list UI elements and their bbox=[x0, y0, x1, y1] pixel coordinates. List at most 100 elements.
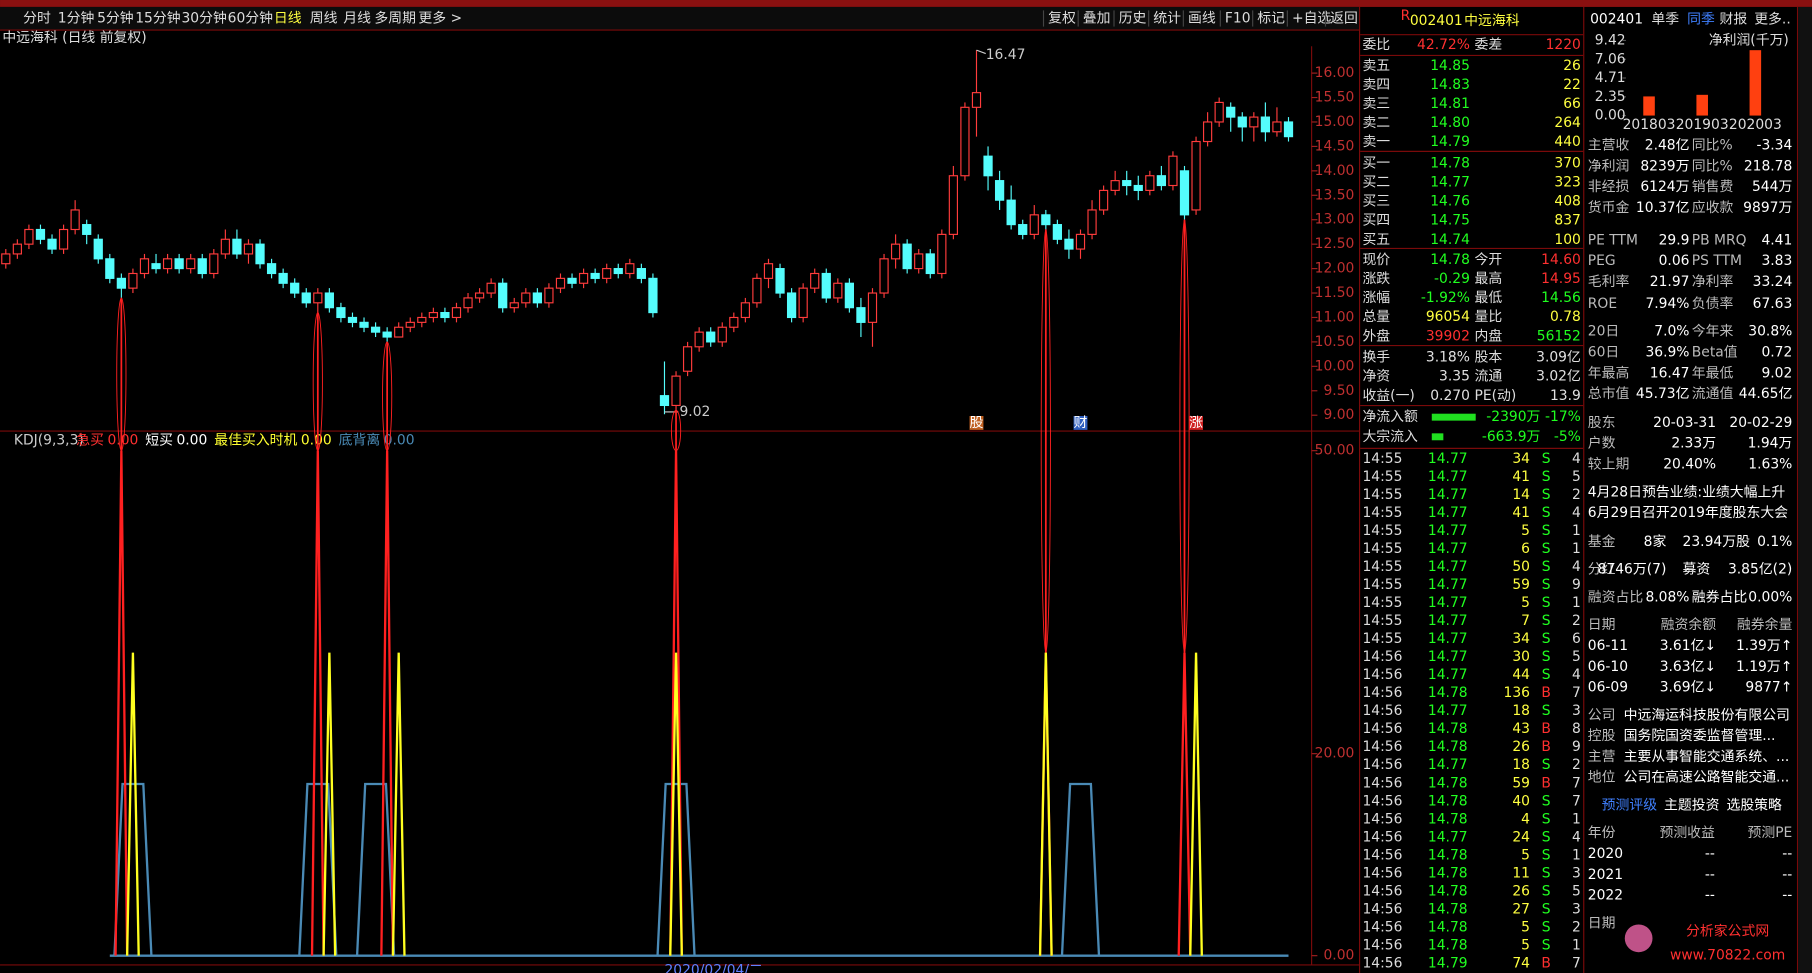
cursor-date: 2020/02/04/二 bbox=[664, 963, 763, 973]
candle-body bbox=[509, 302, 519, 309]
fin-label: PE TTM bbox=[1588, 232, 1638, 248]
candle-body bbox=[174, 258, 184, 270]
event-label[interactable]: 财 bbox=[1074, 415, 1088, 431]
fin-label: PEG bbox=[1588, 253, 1616, 269]
trade-side: S bbox=[1542, 919, 1551, 935]
book-price: 14.76 bbox=[1430, 194, 1470, 210]
trade-side: S bbox=[1542, 883, 1551, 899]
trade-side: B bbox=[1541, 685, 1551, 701]
toolbar-button[interactable]: 月线 bbox=[343, 10, 371, 26]
fin-link[interactable]: 预测评级 bbox=[1602, 797, 1658, 813]
event-badge[interactable] bbox=[969, 416, 984, 430]
y-tick-label: 9.00 bbox=[1324, 407, 1355, 423]
toolbar-button[interactable]: 30分钟 bbox=[181, 9, 226, 26]
fin-tab[interactable]: 同季 bbox=[1687, 12, 1715, 28]
candle-body bbox=[555, 277, 566, 289]
candle-body bbox=[428, 312, 438, 319]
kdj-header-value: 0.00 bbox=[107, 432, 138, 448]
holder-value: 1.63% bbox=[1748, 457, 1792, 473]
flow-bar bbox=[1431, 413, 1476, 421]
toolbar-button[interactable]: 历史 bbox=[1119, 10, 1147, 26]
fin-label: 应收款 bbox=[1692, 199, 1734, 216]
book-label: 卖五 bbox=[1362, 58, 1390, 74]
candle-body bbox=[1156, 175, 1167, 187]
kdj-header-value: 0.00 bbox=[176, 432, 207, 448]
q-value: 14.78 bbox=[1430, 252, 1470, 268]
toolbar-button[interactable]: 统计 bbox=[1153, 10, 1181, 26]
margin-cell: 06-09 bbox=[1588, 680, 1628, 696]
q-label: 涨幅 bbox=[1362, 290, 1390, 306]
candle-body bbox=[890, 243, 901, 260]
candle-body bbox=[706, 331, 716, 343]
trade-volume: 5 bbox=[1521, 937, 1530, 953]
toolbar-button[interactable]: 周线 bbox=[310, 10, 338, 26]
trade-time: 14:56 bbox=[1362, 775, 1402, 791]
fin-label: 净利率 bbox=[1692, 273, 1734, 290]
toolbar-button[interactable]: 日线 bbox=[274, 10, 302, 26]
candle-body bbox=[1122, 180, 1132, 187]
forecast-cell: 预测PE bbox=[1747, 825, 1792, 841]
candle-body bbox=[1214, 101, 1224, 123]
trade-count: 6 bbox=[1572, 631, 1581, 647]
toolbar-button[interactable]: 1分钟 bbox=[58, 9, 95, 26]
fin-value: 44.65亿 bbox=[1739, 386, 1793, 402]
fin-tab[interactable]: 单季 bbox=[1651, 12, 1679, 28]
q-value: 3.18% bbox=[1426, 350, 1470, 366]
y-tick-label: 9.50 bbox=[1324, 383, 1355, 399]
trade-time: 14:56 bbox=[1362, 883, 1402, 899]
trade-time: 14:56 bbox=[1362, 685, 1402, 701]
y-tick-label: 50.00 bbox=[1315, 443, 1355, 459]
event-label[interactable]: 涨 bbox=[1189, 415, 1203, 431]
fin-label: 融资占比 bbox=[1588, 589, 1644, 605]
toolbar-button[interactable]: 多周期 bbox=[374, 9, 416, 26]
toolbar-button[interactable]: 5分钟 bbox=[97, 9, 134, 26]
fin-tab[interactable]: 更多.. bbox=[1754, 11, 1791, 28]
trade-volume: 11 bbox=[1512, 865, 1530, 881]
company-label: 地位 bbox=[1588, 770, 1616, 786]
q-label: 流通 bbox=[1475, 369, 1503, 385]
fin-tab[interactable]: 财报 bbox=[1720, 12, 1748, 28]
book-price: 14.80 bbox=[1430, 115, 1470, 131]
book-volume: 22 bbox=[1563, 77, 1581, 93]
trade-count: 2 bbox=[1572, 613, 1581, 629]
q-label: 委比 bbox=[1362, 37, 1390, 53]
candle-body bbox=[1041, 214, 1051, 226]
trade-time: 14:56 bbox=[1362, 919, 1402, 935]
trade-volume: 34 bbox=[1512, 631, 1530, 647]
event-badge[interactable] bbox=[1073, 416, 1088, 430]
toolbar-button[interactable]: F10 bbox=[1225, 10, 1251, 26]
toolbar-button[interactable]: 分时 bbox=[23, 10, 51, 26]
event-label[interactable]: 股 bbox=[970, 415, 984, 431]
toolbar-button[interactable]: 叠加 bbox=[1083, 10, 1111, 26]
low-label: 9.02 bbox=[680, 404, 711, 420]
fin-value: 9897万 bbox=[1743, 200, 1792, 216]
q-value: 14.60 bbox=[1541, 252, 1581, 268]
trade-time: 14:56 bbox=[1362, 937, 1402, 953]
q-value: -1.92% bbox=[1421, 290, 1470, 306]
toolbar-button[interactable]: 标记 bbox=[1257, 10, 1285, 26]
candle-body bbox=[24, 228, 34, 245]
bar bbox=[1749, 50, 1762, 116]
toolbar-button[interactable]: 更多 > bbox=[418, 9, 462, 26]
candle-body bbox=[347, 316, 358, 323]
toolbar-button[interactable]: 返回 bbox=[1330, 10, 1358, 26]
kdj-header-name: 短买 bbox=[145, 432, 173, 448]
candle-body bbox=[70, 209, 80, 231]
toolbar-button[interactable]: 画线 bbox=[1188, 10, 1216, 26]
book-label: 卖三 bbox=[1362, 96, 1390, 112]
toolbar-button[interactable]: 15分钟 bbox=[135, 9, 180, 26]
y-tick-label: 9.42 bbox=[1595, 32, 1626, 48]
candle-body bbox=[1168, 155, 1178, 187]
toolbar-button[interactable]: 60分钟 bbox=[228, 9, 273, 26]
toolbar-button[interactable]: 复权 bbox=[1048, 9, 1076, 26]
company-value: 中远海运科技股份有限公司 bbox=[1624, 707, 1790, 723]
fin-link[interactable]: 选股策略 bbox=[1726, 796, 1782, 813]
toolbar-button[interactable]: +自选 bbox=[1292, 10, 1331, 26]
fin-label: 募资 bbox=[1683, 562, 1711, 578]
fin-link[interactable]: 主题投资 bbox=[1664, 797, 1720, 813]
fin-value: 45.73亿 bbox=[1636, 386, 1690, 402]
candle-body bbox=[833, 282, 843, 299]
event-badge[interactable] bbox=[1189, 416, 1203, 430]
trade-price: 14.77 bbox=[1428, 757, 1468, 773]
company-value: 国务院国资委监督管理... bbox=[1624, 728, 1776, 744]
